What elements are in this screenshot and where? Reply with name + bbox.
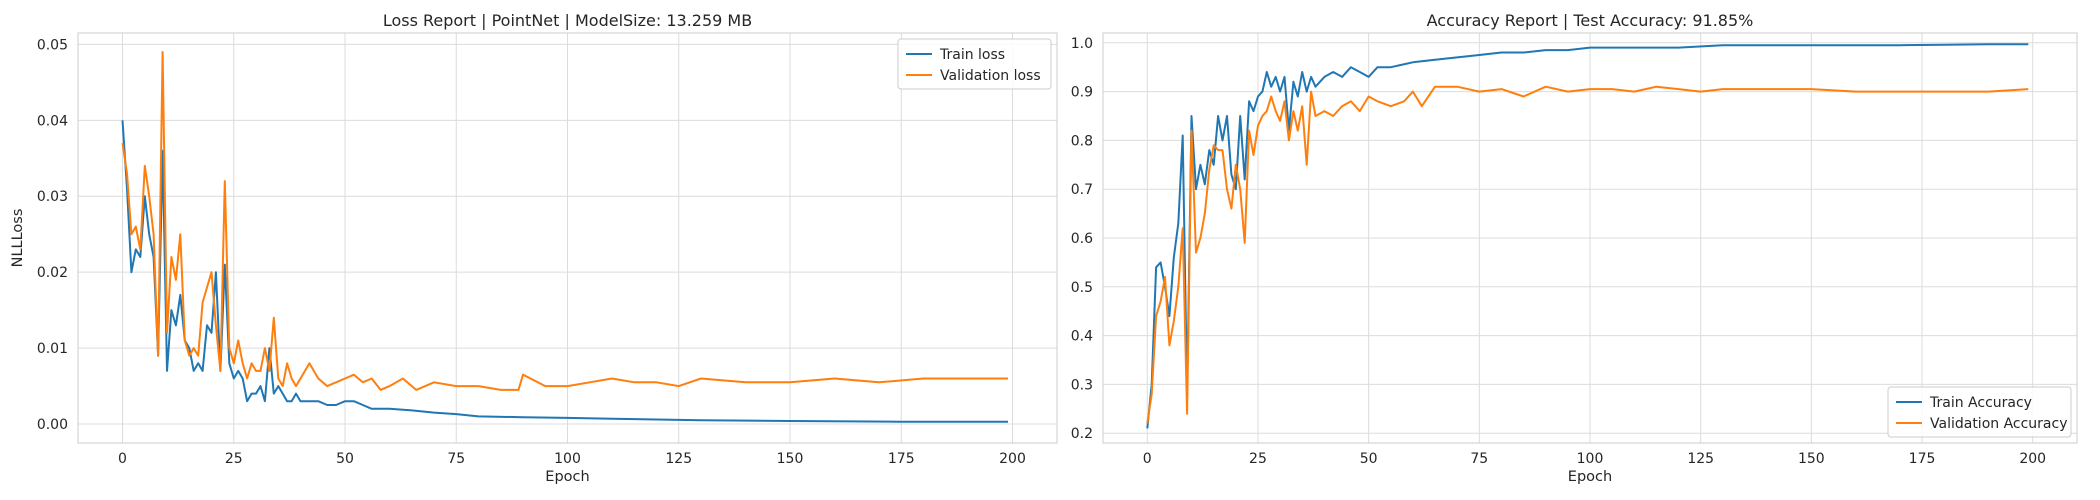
loss-y-tick-label: 0.05	[37, 37, 68, 53]
loss-x-tick-label: 100	[554, 451, 581, 467]
accuracy-x-tick-label: 75	[1470, 451, 1488, 467]
loss-x-tick-label: 125	[665, 451, 692, 467]
accuracy-x-tick-label: 200	[2019, 451, 2046, 467]
accuracy-x-tick-label: 0	[1143, 451, 1152, 467]
loss-plot-frame	[77, 32, 1058, 444]
accuracy-x-tick-label: 50	[1360, 451, 1378, 467]
loss-x-tick-label: 200	[999, 451, 1026, 467]
accuracy-series-line-validation	[1146, 85, 2029, 424]
accuracy-chart: Accuracy Report | Test Accuracy: 91.85% …	[1071, 11, 2078, 485]
loss-ticks: 0 25 50 75 100 125 150 175 200 0.00 0.01 0.02 0.03 0.…	[37, 37, 1026, 467]
loss-chart: Loss Report | PointNet | ModelSize: 13.2…	[10, 11, 1058, 485]
accuracy-y-tick-label: 0.5	[1071, 280, 1093, 296]
accuracy-x-tick-label: 100	[1577, 451, 1604, 467]
loss-x-axis-label: Epoch	[545, 469, 589, 485]
loss-y-tick-label: 0.02	[37, 265, 68, 281]
accuracy-legend: Train Accuracy Validation Accuracy	[1887, 386, 2072, 438]
loss-x-tick-label: 0	[118, 451, 127, 467]
loss-legend: Train loss Validation loss	[897, 38, 1052, 90]
accuracy-y-tick-label: 0.8	[1071, 133, 1093, 149]
loss-legend-label-train: Train loss	[939, 47, 1005, 63]
loss-y-tick-label: 0.03	[37, 189, 68, 205]
accuracy-plot-frame	[1102, 32, 2078, 444]
accuracy-y-tick-label: 0.9	[1071, 85, 1093, 101]
accuracy-y-tick-label: 0.4	[1071, 329, 1093, 345]
loss-legend-label-validation: Validation loss	[940, 68, 1041, 84]
loss-x-tick-label: 175	[888, 451, 915, 467]
loss-series-line-train	[121, 120, 1008, 423]
loss-series	[121, 51, 1008, 423]
accuracy-legend-label-train: Train Accuracy	[1929, 395, 2032, 411]
loss-x-tick-label: 150	[777, 451, 804, 467]
accuracy-y-tick-label: 0.3	[1071, 377, 1093, 393]
accuracy-y-tick-label: 0.2	[1071, 426, 1093, 442]
accuracy-x-tick-label: 150	[1798, 451, 1825, 467]
loss-legend-box	[897, 38, 1052, 90]
loss-y-axis-label: NLLLoss	[10, 209, 26, 268]
loss-x-tick-label: 25	[225, 451, 243, 467]
accuracy-y-tick-label: 1.0	[1071, 36, 1093, 52]
accuracy-y-tick-label: 0.6	[1071, 231, 1093, 247]
loss-chart-title: Loss Report | PointNet | ModelSize: 13.2…	[383, 11, 752, 30]
accuracy-y-tick-label: 0.7	[1071, 182, 1093, 198]
loss-grid	[78, 33, 1057, 443]
loss-y-tick-label: 0.04	[37, 113, 68, 129]
accuracy-x-axis-label: Epoch	[1568, 469, 1612, 485]
accuracy-legend-label-validation: Validation Accuracy	[1930, 416, 2068, 432]
loss-x-tick-label: 75	[447, 451, 465, 467]
accuracy-chart-title: Accuracy Report | Test Accuracy: 91.85%	[1427, 11, 1754, 30]
loss-x-tick-label: 50	[336, 451, 354, 467]
loss-series-line-validation	[121, 51, 1008, 391]
accuracy-x-tick-label: 175	[1909, 451, 1936, 467]
loss-y-tick-label: 0.01	[37, 341, 68, 357]
accuracy-series	[1146, 43, 2029, 429]
loss-y-tick-label: 0.00	[37, 417, 68, 433]
accuracy-grid	[1103, 33, 2077, 443]
accuracy-x-tick-label: 125	[1687, 451, 1714, 467]
accuracy-legend-box	[1887, 386, 2072, 438]
accuracy-x-tick-label: 25	[1249, 451, 1267, 467]
accuracy-ticks: 0 25 50 75 100 125 150 175 200 0.2 0.3 0.4 0.5 0.6 0.7…	[1071, 36, 2046, 467]
accuracy-series-line-train	[1146, 43, 2029, 429]
